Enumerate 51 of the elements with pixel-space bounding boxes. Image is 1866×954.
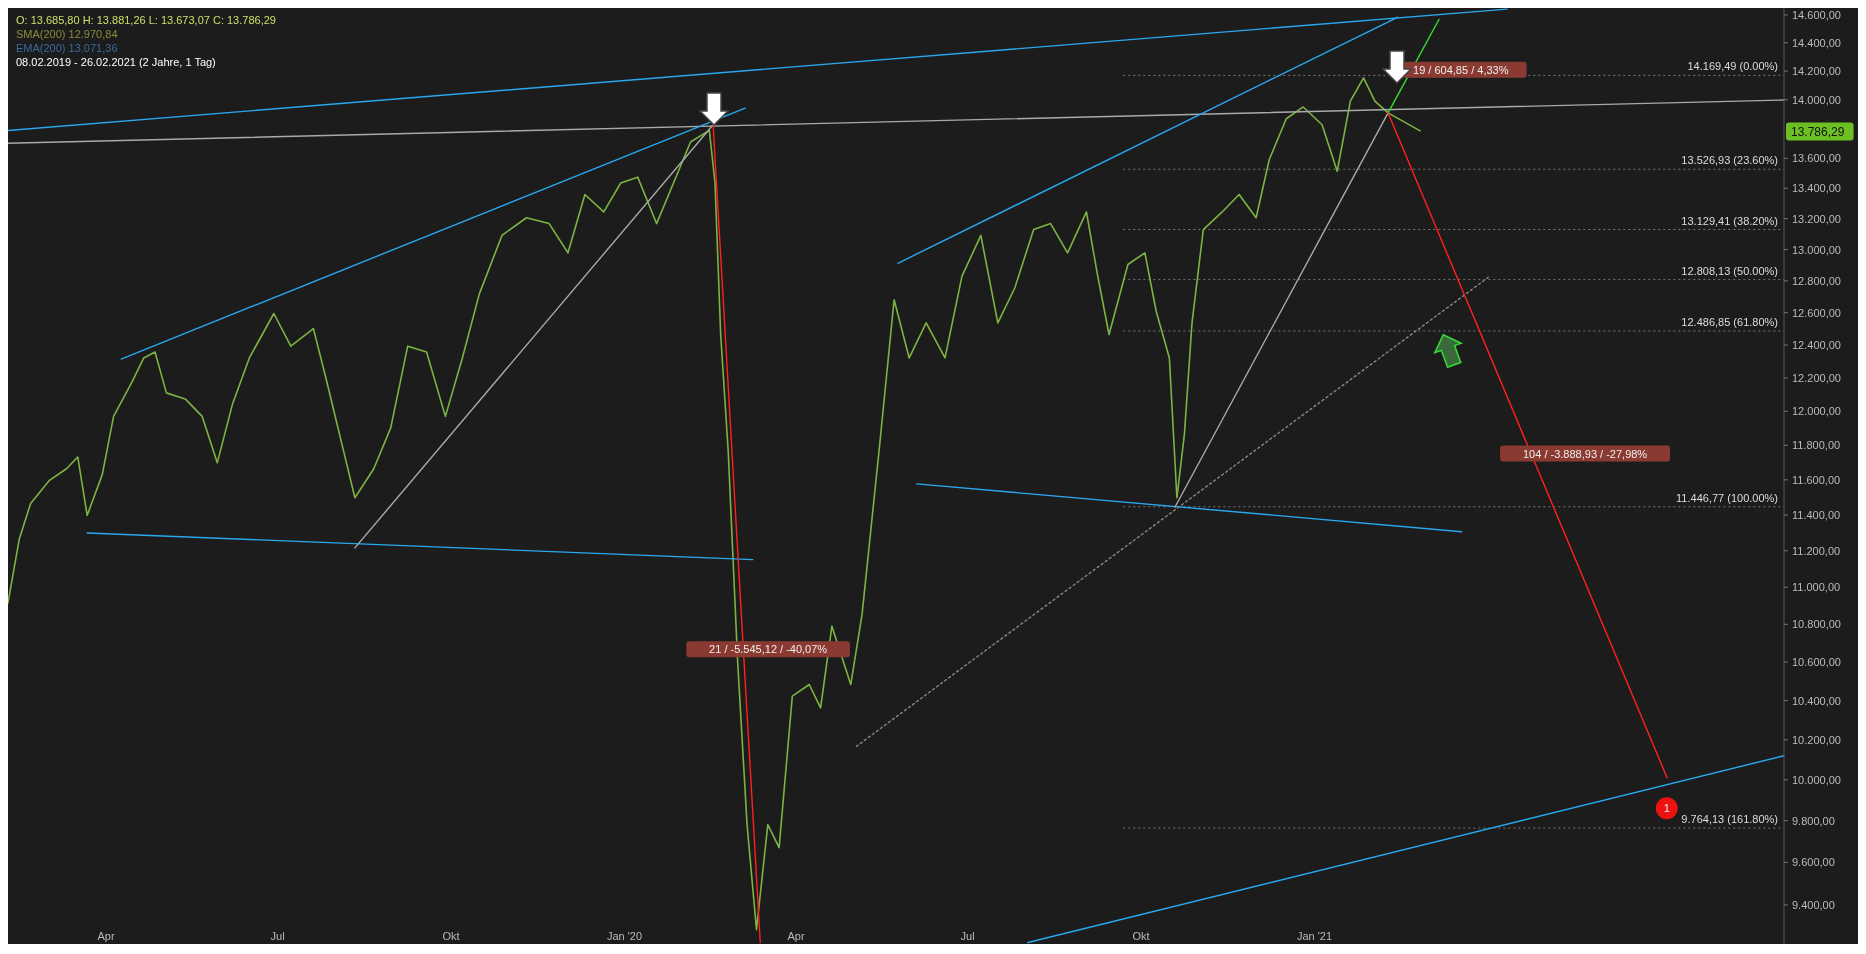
y-tick-label: 11.200,00: [1792, 544, 1841, 557]
ref-line-label: 13.526,93 (23.60%): [1681, 154, 1778, 167]
y-tick-label: 12.600,00: [1792, 306, 1841, 319]
annotation: 19 / 604,85 / 4,33%: [1413, 63, 1509, 76]
annotation: 08.02.2019 - 26.02.2021 (2 Jahre, 1 Tag): [16, 56, 216, 68]
y-tick-label: 14.200,00: [1792, 65, 1841, 78]
y-tick-label: 10.600,00: [1792, 656, 1841, 669]
annotation: O: 13.685,80 H: 13.881,26 L: 13.673,07 C: 13.786,29: [16, 14, 276, 26]
ref-line-label: 12.486,85 (61.80%): [1681, 315, 1778, 328]
y-tick-label: 10.800,00: [1792, 618, 1841, 631]
annotation: 1: [1663, 802, 1670, 815]
ref-line-label: 11.446,77 (100.00%): [1676, 491, 1778, 504]
ref-line-label: 9.764,13 (161.80%): [1681, 813, 1778, 826]
y-tick-label: 12.400,00: [1792, 339, 1841, 352]
y-tick-label: 10.200,00: [1792, 733, 1841, 746]
y-tick-label: 12.800,00: [1792, 274, 1841, 287]
x-tick-label: Jul: [270, 930, 285, 942]
x-tick-label: Okt: [442, 930, 460, 942]
y-tick-label: 13.600,00: [1792, 152, 1841, 165]
annotation: EMA(200) 13.071,36: [16, 42, 118, 54]
number-badge: 1: [1655, 797, 1678, 820]
y-tick-label: 10.000,00: [1792, 773, 1841, 786]
y-tick-label: 9.400,00: [1792, 898, 1835, 911]
y-tick-label: 10.400,00: [1792, 694, 1841, 707]
y-tick-label: 13.200,00: [1792, 212, 1841, 225]
y-tick-label: 13.000,00: [1792, 243, 1841, 256]
x-tick-label: Jul: [960, 930, 975, 942]
x-tick-label: Apr: [787, 930, 805, 942]
y-tick-label: 14.600,00: [1792, 8, 1841, 21]
annotation: SMA(200) 12.970,84: [16, 28, 118, 40]
y-tick-label: 14.000,00: [1792, 93, 1841, 106]
ref-line-label: 12.808,13 (50.00%): [1681, 264, 1778, 277]
y-tick-label: 12.200,00: [1792, 371, 1841, 384]
ref-line-label: 13.129,41 (38.20%): [1681, 214, 1778, 227]
ref-line-label: 14.169,49 (0.00%): [1687, 60, 1778, 73]
annotation: 21 / -5.545,12 / -40,07%: [709, 643, 828, 656]
annotation: 104 / -3.888,93 / -27,98%: [1523, 447, 1648, 460]
x-tick-label: Jan '21: [1296, 930, 1333, 942]
x-tick-label: Apr: [97, 930, 115, 942]
x-tick-label: Jan '20: [606, 930, 643, 942]
y-tick-label: 11.400,00: [1792, 509, 1841, 521]
y-tick-label: 11.800,00: [1792, 439, 1841, 452]
y-tick-label: 11.600,00: [1792, 473, 1841, 486]
y-tick-label: 14.400,00: [1792, 36, 1841, 49]
y-tick-label: 9.600,00: [1792, 856, 1835, 869]
y-tick-label: 13.400,00: [1792, 182, 1841, 195]
y-tick-label: 9.800,00: [1792, 814, 1835, 827]
y-tick-label: 11.000,00: [1792, 581, 1841, 594]
x-tick-label: Okt: [1132, 930, 1150, 942]
label-tag: 21 / -5.545,12 / -40,07%: [686, 641, 850, 658]
y-tick-label: 12.000,00: [1792, 405, 1841, 418]
